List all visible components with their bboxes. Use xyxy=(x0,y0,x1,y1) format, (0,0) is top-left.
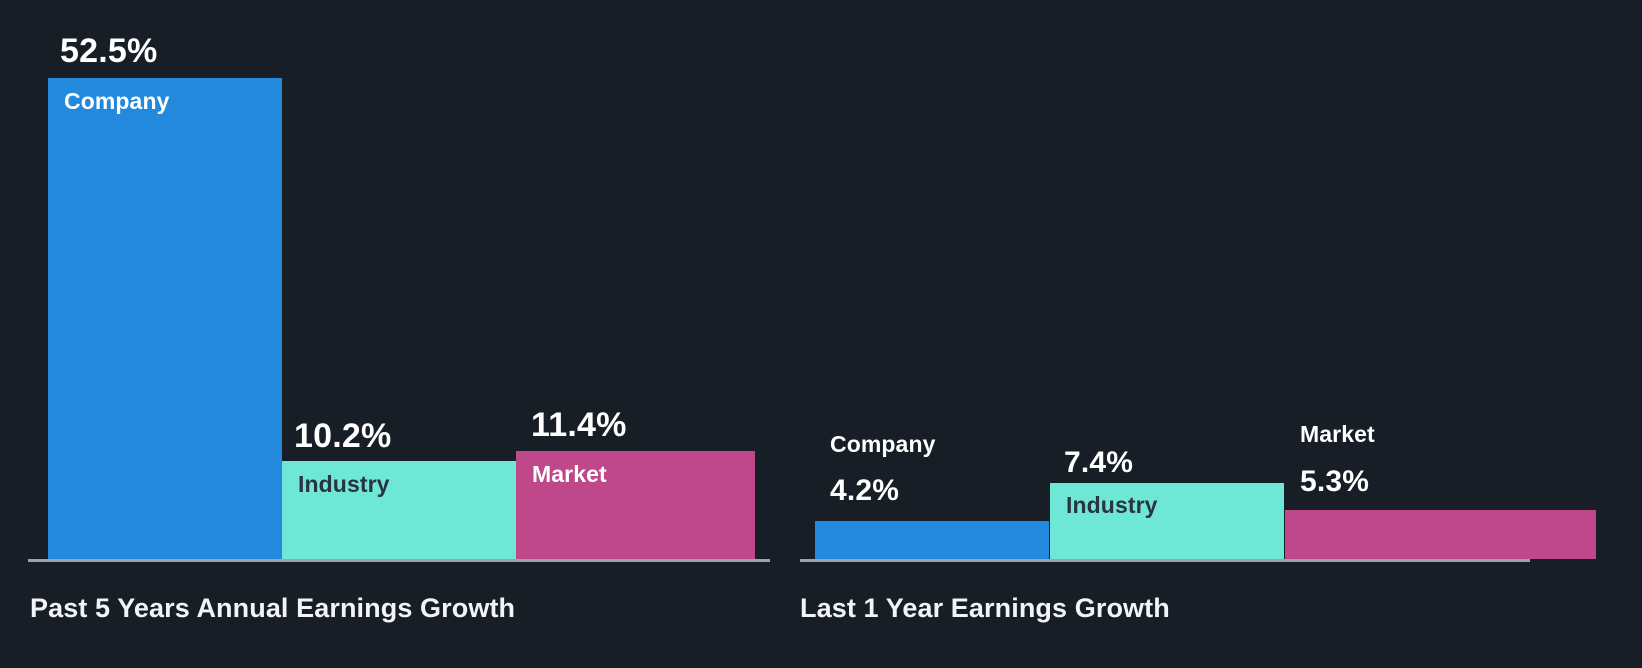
bar-industry[interactable]: Industry xyxy=(282,461,516,559)
chart-panel-last-1-year: Company 4.2% 7.4% Industry Market 5.3% L… xyxy=(800,0,1642,668)
chart-panel-past-5-years: 52.5% Company 10.2% Industry 11.4% Marke… xyxy=(0,0,800,668)
plot-area-past-5-years: 52.5% Company 10.2% Industry 11.4% Marke… xyxy=(0,0,800,562)
bar-market[interactable]: Market xyxy=(516,451,755,559)
bar-series-label-company: Company xyxy=(64,88,170,114)
value-label-market: 11.4% xyxy=(531,406,627,444)
bar-series-label-market: Market xyxy=(532,461,607,487)
value-label-market: 5.3% xyxy=(1300,465,1370,498)
chart-title-last-1-year: Last 1 Year Earnings Growth xyxy=(800,593,1170,623)
chart-title-past-5-years: Past 5 Years Annual Earnings Growth xyxy=(30,593,516,623)
bar-market[interactable] xyxy=(1285,510,1596,559)
value-label-industry: 10.2% xyxy=(294,417,392,455)
bar-series-label-industry: Industry xyxy=(1066,492,1158,518)
value-label-industry: 7.4% xyxy=(1064,446,1134,479)
bar-company[interactable] xyxy=(815,521,1049,559)
bar-series-label-industry: Industry xyxy=(298,471,390,497)
value-label-company: 52.5% xyxy=(60,32,158,70)
bar-company[interactable]: Company xyxy=(48,78,282,559)
plot-area-last-1-year: Company 4.2% 7.4% Industry Market 5.3% xyxy=(800,0,1642,562)
bar-industry[interactable]: Industry xyxy=(1050,483,1284,559)
baseline-axis xyxy=(800,559,1530,562)
baseline-axis xyxy=(28,559,770,562)
value-label-company: 4.2% xyxy=(830,474,900,507)
bar-series-label-company: Company xyxy=(830,431,936,457)
bar-series-label-market: Market xyxy=(1300,421,1375,447)
